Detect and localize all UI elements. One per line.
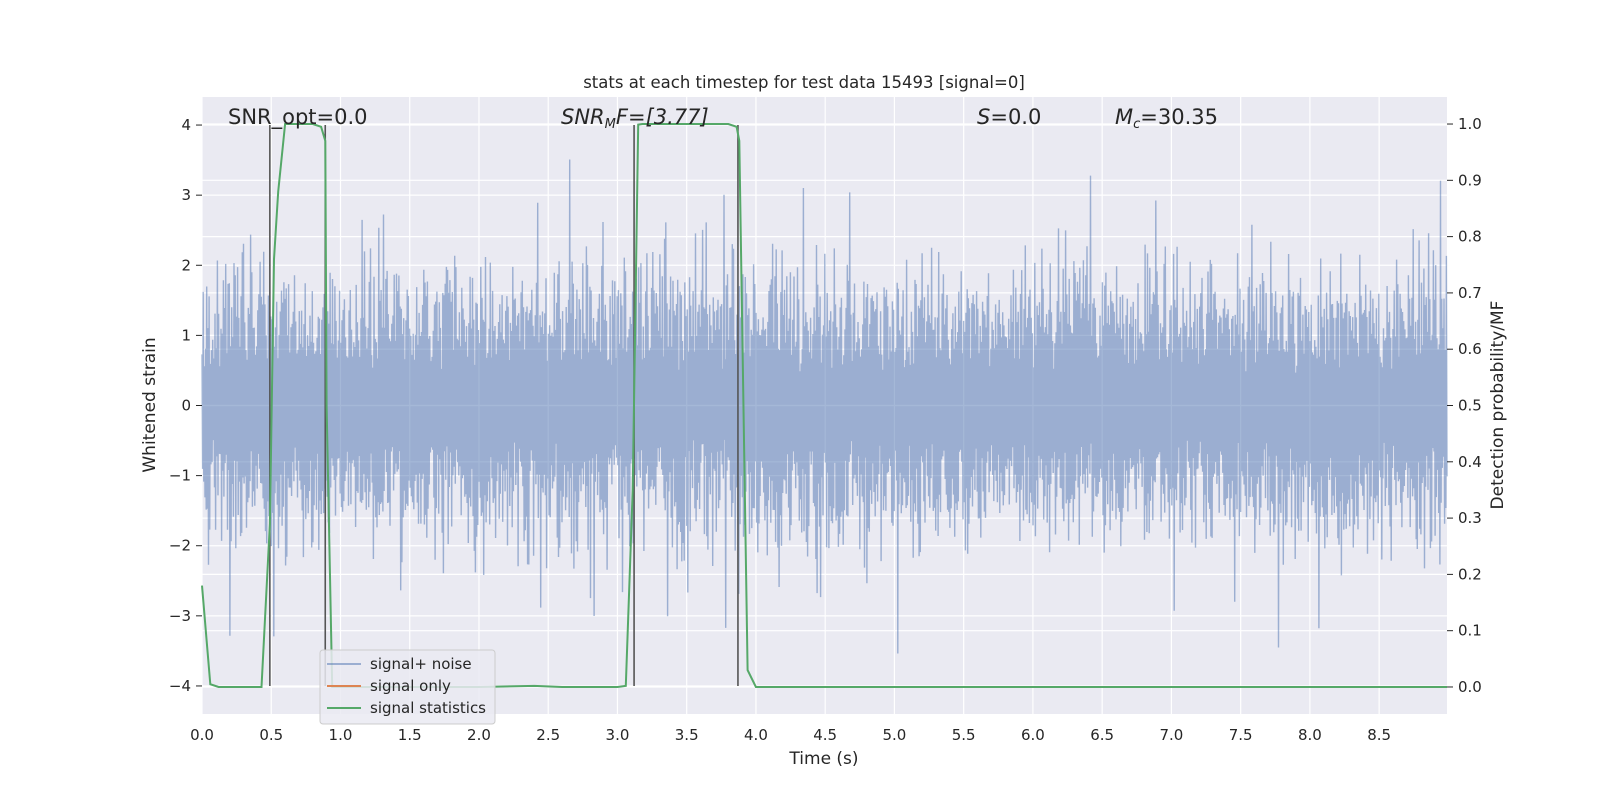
- legend-frame: [319, 649, 496, 725]
- y-axis-ticks: −4 −3 −2 −1 0 1 2 3 4: [169, 116, 202, 695]
- x-tick-label: 8.5: [1367, 726, 1391, 744]
- annotation-snr-mf-rest: F=[3.77]: [616, 105, 709, 129]
- legend-label-signal-statistics: signal statistics: [370, 699, 486, 717]
- y2-axis-ticks: 0.0 0.1 0.2 0.3 0.4 0.5 0.6 0.7 0.8 0.9 1.0: [1447, 115, 1482, 696]
- x-axis-ticks: 0.0 0.5 1.0 1.5 2.0 2.5 3.0 3.5 4.0 4.5 5.0 5.5 6.0 6…: [190, 726, 1391, 744]
- x-tick-label: 8.0: [1298, 726, 1322, 744]
- y2-tick-label: 0.3: [1458, 509, 1482, 527]
- annotation-snr-opt: SNR_opt=0.0: [228, 105, 368, 130]
- y2-tick-label: 0.7: [1458, 284, 1482, 302]
- y-tick-label: 4: [181, 116, 191, 134]
- y2-tick-label: 0.4: [1458, 453, 1482, 471]
- x-tick-label: 7.0: [1159, 726, 1183, 744]
- x-tick-label: 2.0: [467, 726, 491, 744]
- y2-tick-label: 0.5: [1458, 397, 1482, 415]
- x-tick-label: 3.0: [606, 726, 630, 744]
- annotation-snr-mf-symbol: SNR: [561, 105, 605, 129]
- y2-tick-label: 0.0: [1458, 678, 1482, 696]
- x-tick-label: 1.5: [398, 726, 422, 744]
- y2-tick-label: 1.0: [1458, 115, 1482, 133]
- x-tick-label: 6.5: [1090, 726, 1114, 744]
- annotation-s: S=0.0: [977, 105, 1041, 129]
- noise-trace: [201, 159, 1448, 654]
- annotation-mc-rest: =30.35: [1140, 105, 1218, 129]
- y2-tick-label: 0.2: [1458, 565, 1482, 583]
- statistics-trace: [201, 123, 1447, 688]
- annotation-mc-symbol: M: [1115, 105, 1133, 129]
- series-signal-statistics: [201, 123, 1447, 688]
- x-tick-label: 4.5: [813, 726, 837, 744]
- legend-label-signal-only: signal only: [370, 677, 451, 695]
- chart-title: stats at each timestep for test data 154…: [583, 73, 1025, 92]
- y-tick-label: 1: [181, 326, 191, 344]
- y-tick-label: −3: [169, 607, 191, 625]
- x-tick-label: 1.0: [329, 726, 353, 744]
- x-tick-label: 5.5: [952, 726, 976, 744]
- annotation-mc-subscript: c: [1133, 117, 1140, 132]
- y-tick-label: −4: [169, 677, 191, 695]
- y2-tick-label: 0.8: [1458, 228, 1482, 246]
- annotation-mc: Mc=30.35: [1115, 105, 1218, 132]
- x-tick-label: 0.0: [190, 726, 214, 744]
- legend: signal+ noise signal only signal statist…: [319, 649, 496, 725]
- y-tick-label: −1: [169, 467, 191, 485]
- annotation-s-symbol: S: [977, 105, 990, 129]
- y-tick-label: 2: [181, 256, 191, 274]
- x-tick-label: 2.5: [536, 726, 560, 744]
- annotation-snr-mf-subscript: M: [605, 117, 616, 132]
- series-signal-noise: [201, 159, 1448, 654]
- y2-axis-label: Detection probability/MF: [1488, 301, 1508, 510]
- y2-tick-label: 0.6: [1458, 340, 1482, 358]
- x-axis-label: Time (s): [788, 749, 858, 769]
- y-tick-label: −2: [169, 537, 191, 555]
- x-tick-label: 7.5: [1229, 726, 1253, 744]
- legend-label-signal-noise: signal+ noise: [370, 655, 472, 673]
- annotation-snr-mf: SNRMF=[3.77]: [561, 105, 709, 132]
- y2-tick-label: 0.9: [1458, 171, 1482, 189]
- y-axis-label: Whitened strain: [140, 337, 160, 472]
- x-tick-label: 5.0: [883, 726, 907, 744]
- y-tick-label: 0: [181, 397, 191, 415]
- x-tick-label: 0.5: [259, 726, 283, 744]
- x-tick-label: 4.0: [744, 726, 768, 744]
- y2-tick-label: 0.1: [1458, 622, 1482, 640]
- x-tick-label: 3.5: [675, 726, 699, 744]
- y-tick-label: 3: [181, 186, 191, 204]
- annotation-s-rest: =0.0: [990, 105, 1041, 129]
- x-tick-label: 6.0: [1021, 726, 1045, 744]
